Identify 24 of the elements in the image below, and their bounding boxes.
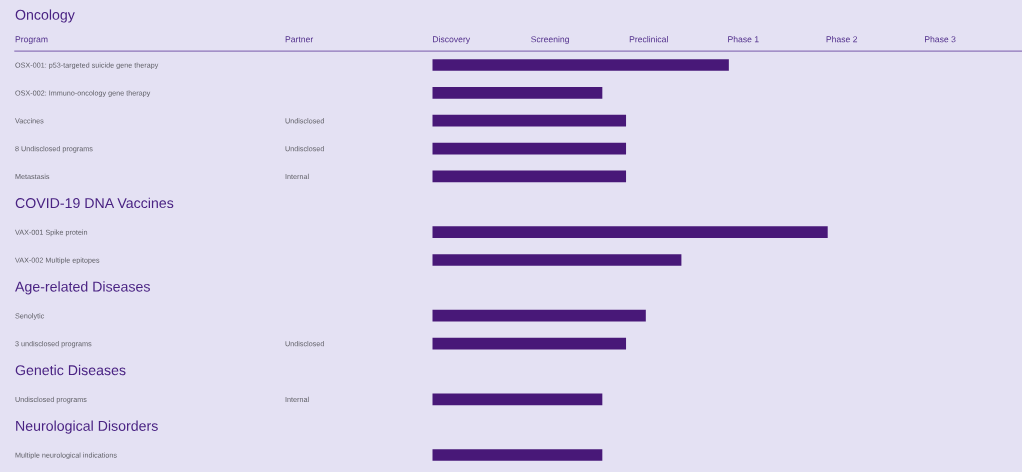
- text: COVID-19 DNA Vaccines: [15, 197, 174, 209]
- bar: [432, 142, 627, 155]
- bar: [432, 87, 603, 99]
- bar: [432, 254, 682, 266]
- text: Oncology: [15, 9, 75, 23]
- bar: [432, 309, 646, 322]
- text: Genetic Diseases: [15, 364, 126, 376]
- text: Phase 1: [728, 35, 759, 43]
- bar: [432, 393, 603, 406]
- text: Discovery: [433, 35, 471, 45]
- text: Neurological Disorders: [16, 420, 158, 434]
- bar: [432, 226, 828, 238]
- bar: [432, 114, 627, 127]
- bar: [432, 170, 627, 183]
- y2-axis-title: Partner: [285, 36, 314, 43]
- y-axis-title: Program: [15, 36, 48, 45]
- bar: [432, 59, 729, 71]
- text: Preclinical: [629, 35, 668, 43]
- text: Screening: [531, 35, 569, 45]
- bar: [432, 449, 603, 461]
- bar: [432, 337, 627, 350]
- text: Age-related Diseases: [15, 281, 150, 295]
- text: Phase 2: [826, 35, 858, 43]
- text: Phase 3: [925, 35, 956, 43]
